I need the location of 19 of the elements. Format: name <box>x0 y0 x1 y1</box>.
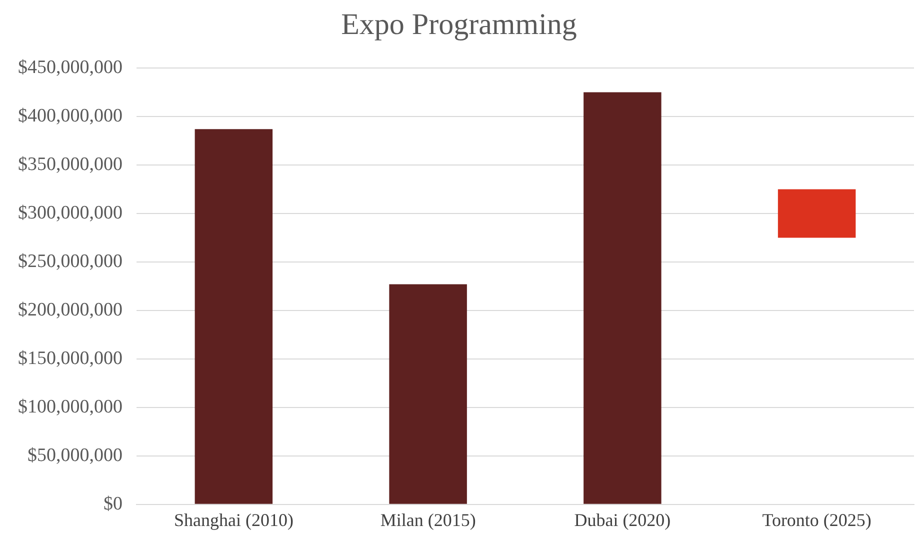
x-tick-label: Toronto (2025) <box>762 510 872 530</box>
y-tick-label: $0 <box>104 493 122 514</box>
y-tick-label: $400,000,000 <box>18 105 122 126</box>
x-tick-label: Dubai (2020) <box>574 510 671 530</box>
x-tick-label: Milan (2015) <box>380 510 476 530</box>
bar <box>389 284 467 504</box>
y-tick-label: $300,000,000 <box>18 202 122 224</box>
bar <box>778 189 856 238</box>
y-tick-label: $50,000,000 <box>28 444 122 466</box>
y-tick-label: $150,000,000 <box>18 348 122 369</box>
bar <box>194 129 273 504</box>
y-tick-label: $450,000,000 <box>18 56 122 78</box>
y-tick-label: $200,000,000 <box>18 299 122 320</box>
chart-title: Expo Programming <box>341 8 577 41</box>
y-tick-label: $250,000,000 <box>18 250 122 272</box>
bar <box>584 92 662 504</box>
y-tick-label: $350,000,000 <box>18 154 122 175</box>
y-tick-label: $100,000,000 <box>18 396 122 418</box>
x-tick-label: Shanghai (2010) <box>174 510 294 530</box>
